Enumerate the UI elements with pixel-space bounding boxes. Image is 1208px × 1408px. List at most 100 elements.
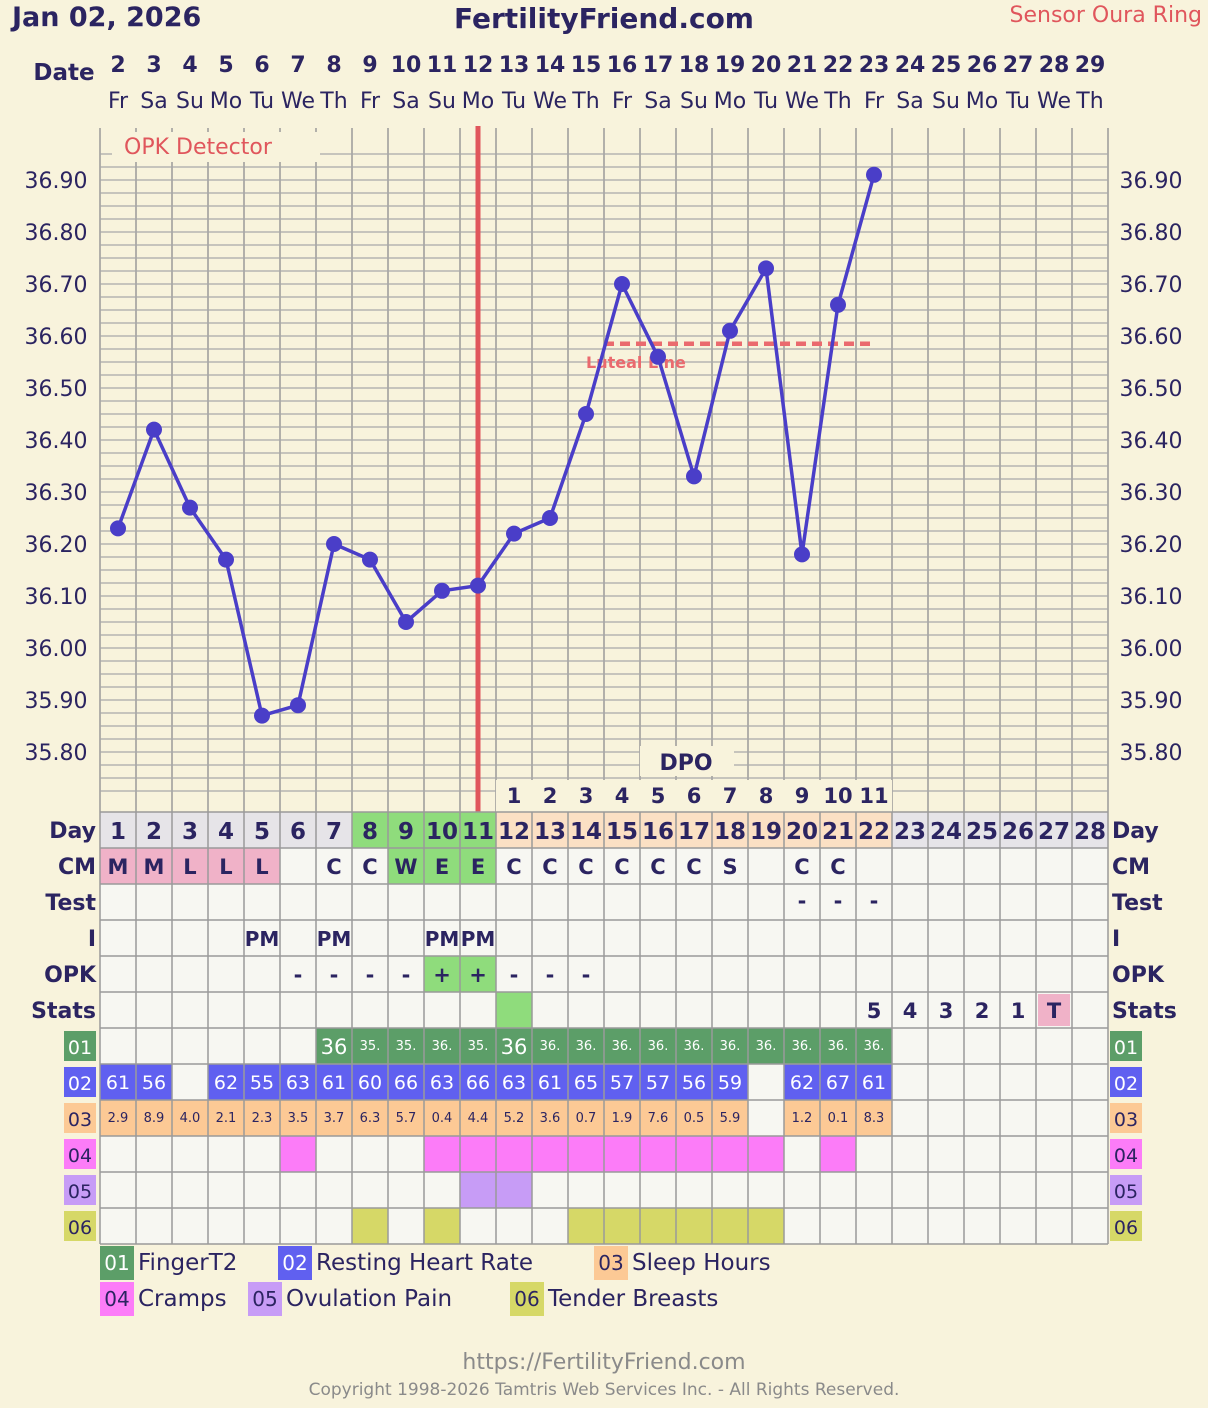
cycle-day-number: 22 — [858, 819, 890, 845]
footer-copyright: Copyright 1998-2026 Tamtris Web Services… — [308, 1380, 900, 1400]
rhr-cell — [604, 1064, 640, 1100]
custom-code-box-left — [64, 1067, 96, 1097]
row-label-left: CM — [58, 855, 96, 880]
intercourse-value: PM — [245, 927, 280, 951]
dpo-number: 9 — [795, 784, 810, 808]
stats-value: 1 — [1011, 999, 1026, 1023]
rhr-value: 57 — [646, 1072, 670, 1094]
sleep-value: 3.7 — [324, 1111, 345, 1126]
temperature-point — [650, 348, 666, 365]
fingert2-value: 36. — [720, 1039, 741, 1054]
cycle-day-cell — [640, 812, 676, 848]
custom-code-label-left: 02 — [68, 1073, 92, 1095]
date-label: 21 — [787, 53, 818, 78]
dpo-number: 8 — [759, 784, 774, 808]
temperature-point — [254, 707, 270, 724]
dpo-number: 5 — [651, 784, 666, 808]
sleep-value: 4.4 — [468, 1111, 489, 1126]
cramps-cell — [712, 1136, 748, 1172]
temperature-point — [290, 697, 306, 714]
rhr-value: 62 — [214, 1072, 238, 1094]
cycle-day-number: 26 — [1002, 819, 1034, 845]
cm-value: L — [219, 855, 232, 879]
rhr-cell — [640, 1064, 676, 1100]
custom-code-box-right — [1110, 1175, 1142, 1205]
cycle-day-number: 23 — [894, 819, 926, 845]
intercourse-value: PM — [317, 927, 352, 951]
fingert2-value: 36. — [540, 1039, 561, 1054]
cycle-day-number: 14 — [570, 819, 602, 845]
custom-code-label-left: 04 — [68, 1145, 92, 1167]
y-tick-left: 36.20 — [25, 533, 88, 558]
custom-code-label-left: 03 — [68, 1109, 92, 1131]
y-tick-left: 36.40 — [25, 429, 88, 454]
date-label: 2 — [110, 53, 125, 78]
cramps-cell — [604, 1136, 640, 1172]
stats-value: T — [1047, 999, 1062, 1023]
legend-swatch-01: 01 — [100, 1246, 134, 1280]
sleep-value: 5.2 — [504, 1111, 525, 1126]
y-tick-right: 36.80 — [1120, 221, 1183, 246]
cycle-day-number: 5 — [254, 819, 270, 845]
fingert2-cell — [532, 1028, 568, 1064]
weekday-label: Tu — [249, 89, 274, 114]
cycle-day-cell — [1000, 812, 1036, 848]
y-tick-left: 36.90 — [25, 169, 88, 194]
footer-url[interactable]: https://FertilityFriend.com — [462, 1350, 746, 1375]
date-label: 26 — [967, 53, 998, 78]
weekday-label: Su — [680, 89, 708, 114]
temperature-point — [758, 260, 774, 277]
temperature-point — [398, 614, 414, 630]
dpo-number: 11 — [859, 784, 888, 808]
cycle-day-cell — [856, 812, 892, 848]
cycle-day-cell — [352, 812, 388, 848]
date-label: 10 — [391, 53, 422, 78]
custom-code-label-left: 06 — [68, 1217, 92, 1239]
cycle-day-cell — [136, 812, 172, 848]
cycle-day-number: 9 — [398, 819, 414, 845]
cycle-day-number: 28 — [1074, 819, 1106, 845]
cycle-day-cell — [676, 812, 712, 848]
custom-code-box-right — [1110, 1067, 1142, 1097]
weekday-label: Th — [319, 89, 347, 114]
cramps-cell — [568, 1136, 604, 1172]
date-label: 5 — [218, 53, 233, 78]
legend-swatch-02: 02 — [278, 1246, 312, 1280]
cycle-day-cell — [892, 812, 928, 848]
row-label-right: Test — [1112, 891, 1163, 916]
sleep-value: 2.9 — [108, 1111, 129, 1126]
date-label: 3 — [146, 53, 161, 78]
cycle-day-number: 8 — [362, 819, 378, 845]
legend-sleep-hours: 03 Sleep Hours — [594, 1246, 771, 1280]
cycle-day-cell — [316, 812, 352, 848]
site-title[interactable]: FertilityFriend.com — [454, 2, 754, 35]
opk-value: - — [366, 963, 375, 987]
custom-code-label-right: 05 — [1114, 1181, 1138, 1203]
sleep-value: 5.7 — [396, 1111, 417, 1126]
cycle-day-cell — [496, 812, 532, 848]
cycle-day-number: 7 — [326, 819, 342, 845]
rhr-cell — [532, 1064, 568, 1100]
fingert2-value: 36. — [576, 1039, 597, 1054]
weekday-label: Mo — [966, 89, 998, 114]
cycle-day-number: 12 — [498, 819, 530, 845]
cycle-day-cell — [604, 812, 640, 848]
y-tick-right: 35.80 — [1120, 741, 1183, 766]
cycle-day-number: 17 — [678, 819, 710, 845]
y-tick-left: 36.10 — [25, 585, 88, 610]
cycle-day-number: 25 — [966, 819, 998, 845]
dpo-number: 3 — [579, 784, 594, 808]
legend-swatch-05: 05 — [248, 1282, 282, 1316]
sleep-cell — [676, 1100, 712, 1136]
legend-label-02: Resting Heart Rate — [316, 1250, 534, 1276]
temperature-line — [116, 174, 876, 718]
temperature-point — [542, 510, 558, 526]
weekday-label: Fr — [360, 89, 381, 114]
fingert2-value: 36. — [432, 1039, 453, 1054]
dpo-row-bg — [496, 780, 892, 812]
fingert2-value: 35. — [360, 1039, 381, 1054]
cycle-day-number: 1 — [110, 819, 126, 845]
weekday-label: Mo — [210, 89, 242, 114]
sleep-cell — [712, 1100, 748, 1136]
rhr-value: 61 — [322, 1072, 346, 1094]
